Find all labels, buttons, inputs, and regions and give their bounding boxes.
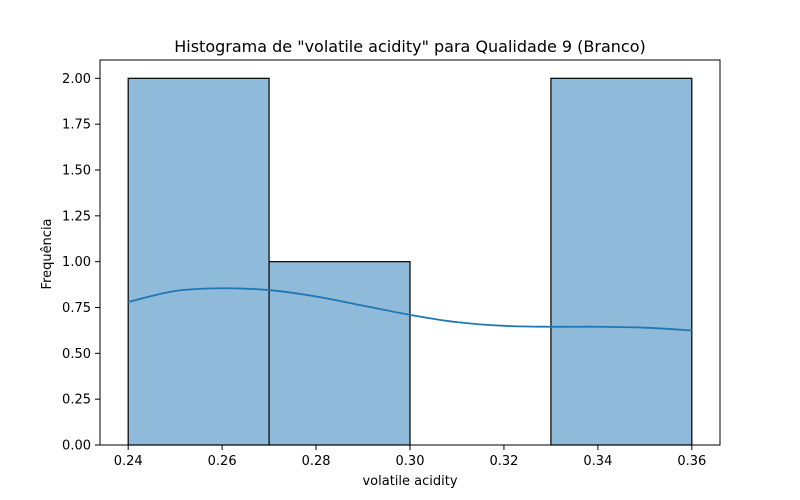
y-tick-label: 0.00 — [62, 439, 91, 454]
y-tick-label: 0.75 — [62, 301, 91, 316]
y-tick-label: 2.00 — [62, 72, 91, 87]
histogram-bar — [550, 77, 693, 446]
x-axis-label: volatile acidity — [362, 474, 457, 489]
y-tick-label: 1.25 — [62, 209, 91, 224]
y-axis-ticks: 0.00 0.25 0.50 0.75 1.00 1.25 1.50 1.75 2.00 — [62, 72, 100, 454]
y-tick-label: 0.25 — [62, 393, 91, 408]
y-tick-label: 1.50 — [62, 164, 91, 179]
chart-title: Histograma de "volatile acidity" para Qu… — [174, 37, 646, 56]
histogram-bars — [127, 77, 693, 446]
x-tick-label: 0.36 — [677, 454, 706, 469]
x-axis-ticks: 0.24 0.26 0.28 0.30 0.32 0.34 0.36 — [114, 445, 706, 469]
y-axis-label: Frequência — [40, 218, 55, 289]
x-tick-label: 0.30 — [396, 454, 425, 469]
histogram-bar — [127, 77, 270, 446]
kde-curve-group — [127, 287, 692, 332]
x-tick-label: 0.24 — [114, 454, 143, 469]
y-tick-label: 1.00 — [62, 255, 91, 270]
y-tick-label: 0.50 — [62, 347, 91, 362]
x-tick-label: 0.28 — [302, 454, 331, 469]
y-tick-label: 1.75 — [62, 118, 91, 133]
kde-line — [127, 287, 692, 332]
x-tick-label: 0.32 — [489, 454, 518, 469]
histogram-bar — [268, 261, 411, 446]
x-tick-label: 0.34 — [583, 454, 612, 469]
x-tick-label: 0.26 — [208, 454, 237, 469]
